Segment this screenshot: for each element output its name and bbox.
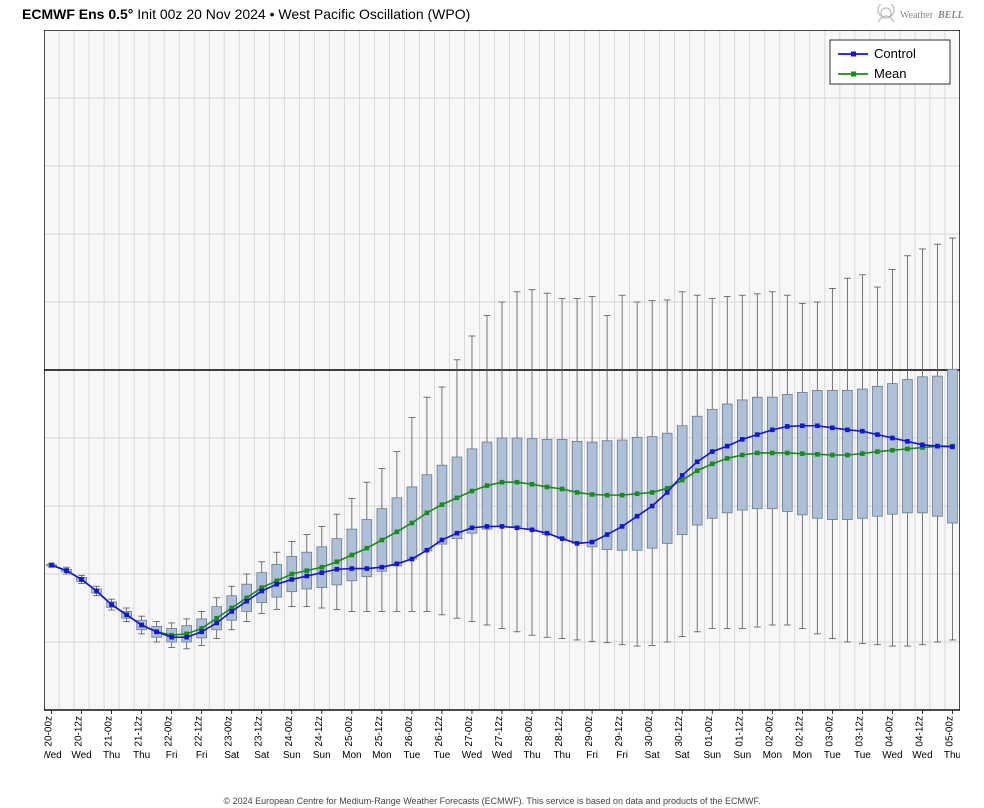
svg-text:23-12z: 23-12z (254, 716, 265, 747)
svg-text:Weather: Weather (900, 10, 934, 21)
svg-text:27-12z: 27-12z (494, 716, 505, 747)
svg-text:28-12z: 28-12z (554, 716, 565, 747)
svg-text:Wed: Wed (71, 750, 91, 761)
svg-text:Mon: Mon (342, 750, 361, 761)
chart-container: -5-4-3-2-101234520-00z20-12z21-00z21-12z… (44, 30, 960, 750)
svg-text:01-00z: 01-00z (704, 716, 715, 747)
svg-text:20-12z: 20-12z (74, 716, 85, 747)
svg-text:20-00z: 20-00z (44, 716, 55, 747)
svg-text:02-12z: 02-12z (794, 716, 805, 747)
svg-text:03-12z: 03-12z (854, 716, 865, 747)
svg-text:24-00z: 24-00z (284, 716, 295, 747)
svg-text:25-00z: 25-00z (344, 716, 355, 747)
svg-text:Fri: Fri (616, 750, 628, 761)
svg-text:Mon: Mon (793, 750, 812, 761)
svg-text:Wed: Wed (882, 750, 902, 761)
svg-text:03-00z: 03-00z (824, 716, 835, 747)
svg-text:21-00z: 21-00z (104, 716, 115, 747)
svg-text:21-12z: 21-12z (134, 716, 145, 747)
svg-text:25-12z: 25-12z (374, 716, 385, 747)
svg-text:27-00z: 27-00z (464, 716, 475, 747)
svg-text:30-00z: 30-00z (644, 716, 655, 747)
svg-text:Wed: Wed (492, 750, 512, 761)
svg-text:Thu: Thu (523, 750, 540, 761)
svg-text:23-00z: 23-00z (224, 716, 235, 747)
svg-text:Sat: Sat (645, 750, 660, 761)
svg-text:01-12z: 01-12z (734, 716, 745, 747)
svg-text:Tue: Tue (433, 750, 450, 761)
svg-text:Wed: Wed (462, 750, 482, 761)
svg-text:Fri: Fri (166, 750, 178, 761)
svg-text:29-00z: 29-00z (584, 716, 595, 747)
svg-text:28-00z: 28-00z (524, 716, 535, 747)
svg-text:Thu: Thu (944, 750, 960, 761)
svg-text:22-00z: 22-00z (164, 716, 175, 747)
svg-text:04-00z: 04-00z (884, 716, 895, 747)
svg-text:30-12z: 30-12z (674, 716, 685, 747)
svg-text:Tue: Tue (854, 750, 871, 761)
svg-text:Sat: Sat (675, 750, 690, 761)
chart-title: ECMWF Ens 0.5° Init 00z 20 Nov 2024 • We… (22, 6, 470, 22)
title-model: ECMWF Ens 0.5° (22, 6, 133, 22)
svg-text:Sun: Sun (703, 750, 721, 761)
svg-text:Sun: Sun (733, 750, 751, 761)
svg-text:24-12z: 24-12z (314, 716, 325, 747)
svg-text:Sat: Sat (254, 750, 269, 761)
svg-text:Thu: Thu (553, 750, 570, 761)
svg-text:26-00z: 26-00z (404, 716, 415, 747)
svg-text:Mon: Mon (763, 750, 782, 761)
svg-text:Control: Control (874, 46, 916, 61)
logo: Weather BELL (874, 4, 974, 32)
svg-text:Thu: Thu (133, 750, 150, 761)
svg-text:Wed: Wed (44, 750, 62, 761)
svg-text:Mean: Mean (874, 66, 907, 81)
svg-text:04-12z: 04-12z (914, 716, 925, 747)
svg-text:Tue: Tue (824, 750, 841, 761)
svg-text:Fri: Fri (196, 750, 208, 761)
svg-text:Tue: Tue (403, 750, 420, 761)
svg-text:Sun: Sun (283, 750, 301, 761)
svg-text:05-00z: 05-00z (944, 716, 955, 747)
svg-text:Mon: Mon (372, 750, 391, 761)
svg-text:02-00z: 02-00z (764, 716, 775, 747)
svg-text:29-12z: 29-12z (614, 716, 625, 747)
svg-text:Fri: Fri (586, 750, 598, 761)
svg-text:BELL: BELL (937, 10, 964, 21)
svg-text:26-12z: 26-12z (434, 716, 445, 747)
svg-text:Thu: Thu (103, 750, 120, 761)
svg-text:22-12z: 22-12z (194, 716, 205, 747)
chart-svg: -5-4-3-2-101234520-00z20-12z21-00z21-12z… (44, 30, 960, 790)
svg-text:Sun: Sun (313, 750, 331, 761)
svg-text:Wed: Wed (912, 750, 932, 761)
svg-text:Sat: Sat (224, 750, 239, 761)
title-detail: Init 00z 20 Nov 2024 • West Pacific Osci… (133, 6, 470, 22)
footer-copyright: © 2024 European Centre for Medium-Range … (0, 796, 984, 806)
